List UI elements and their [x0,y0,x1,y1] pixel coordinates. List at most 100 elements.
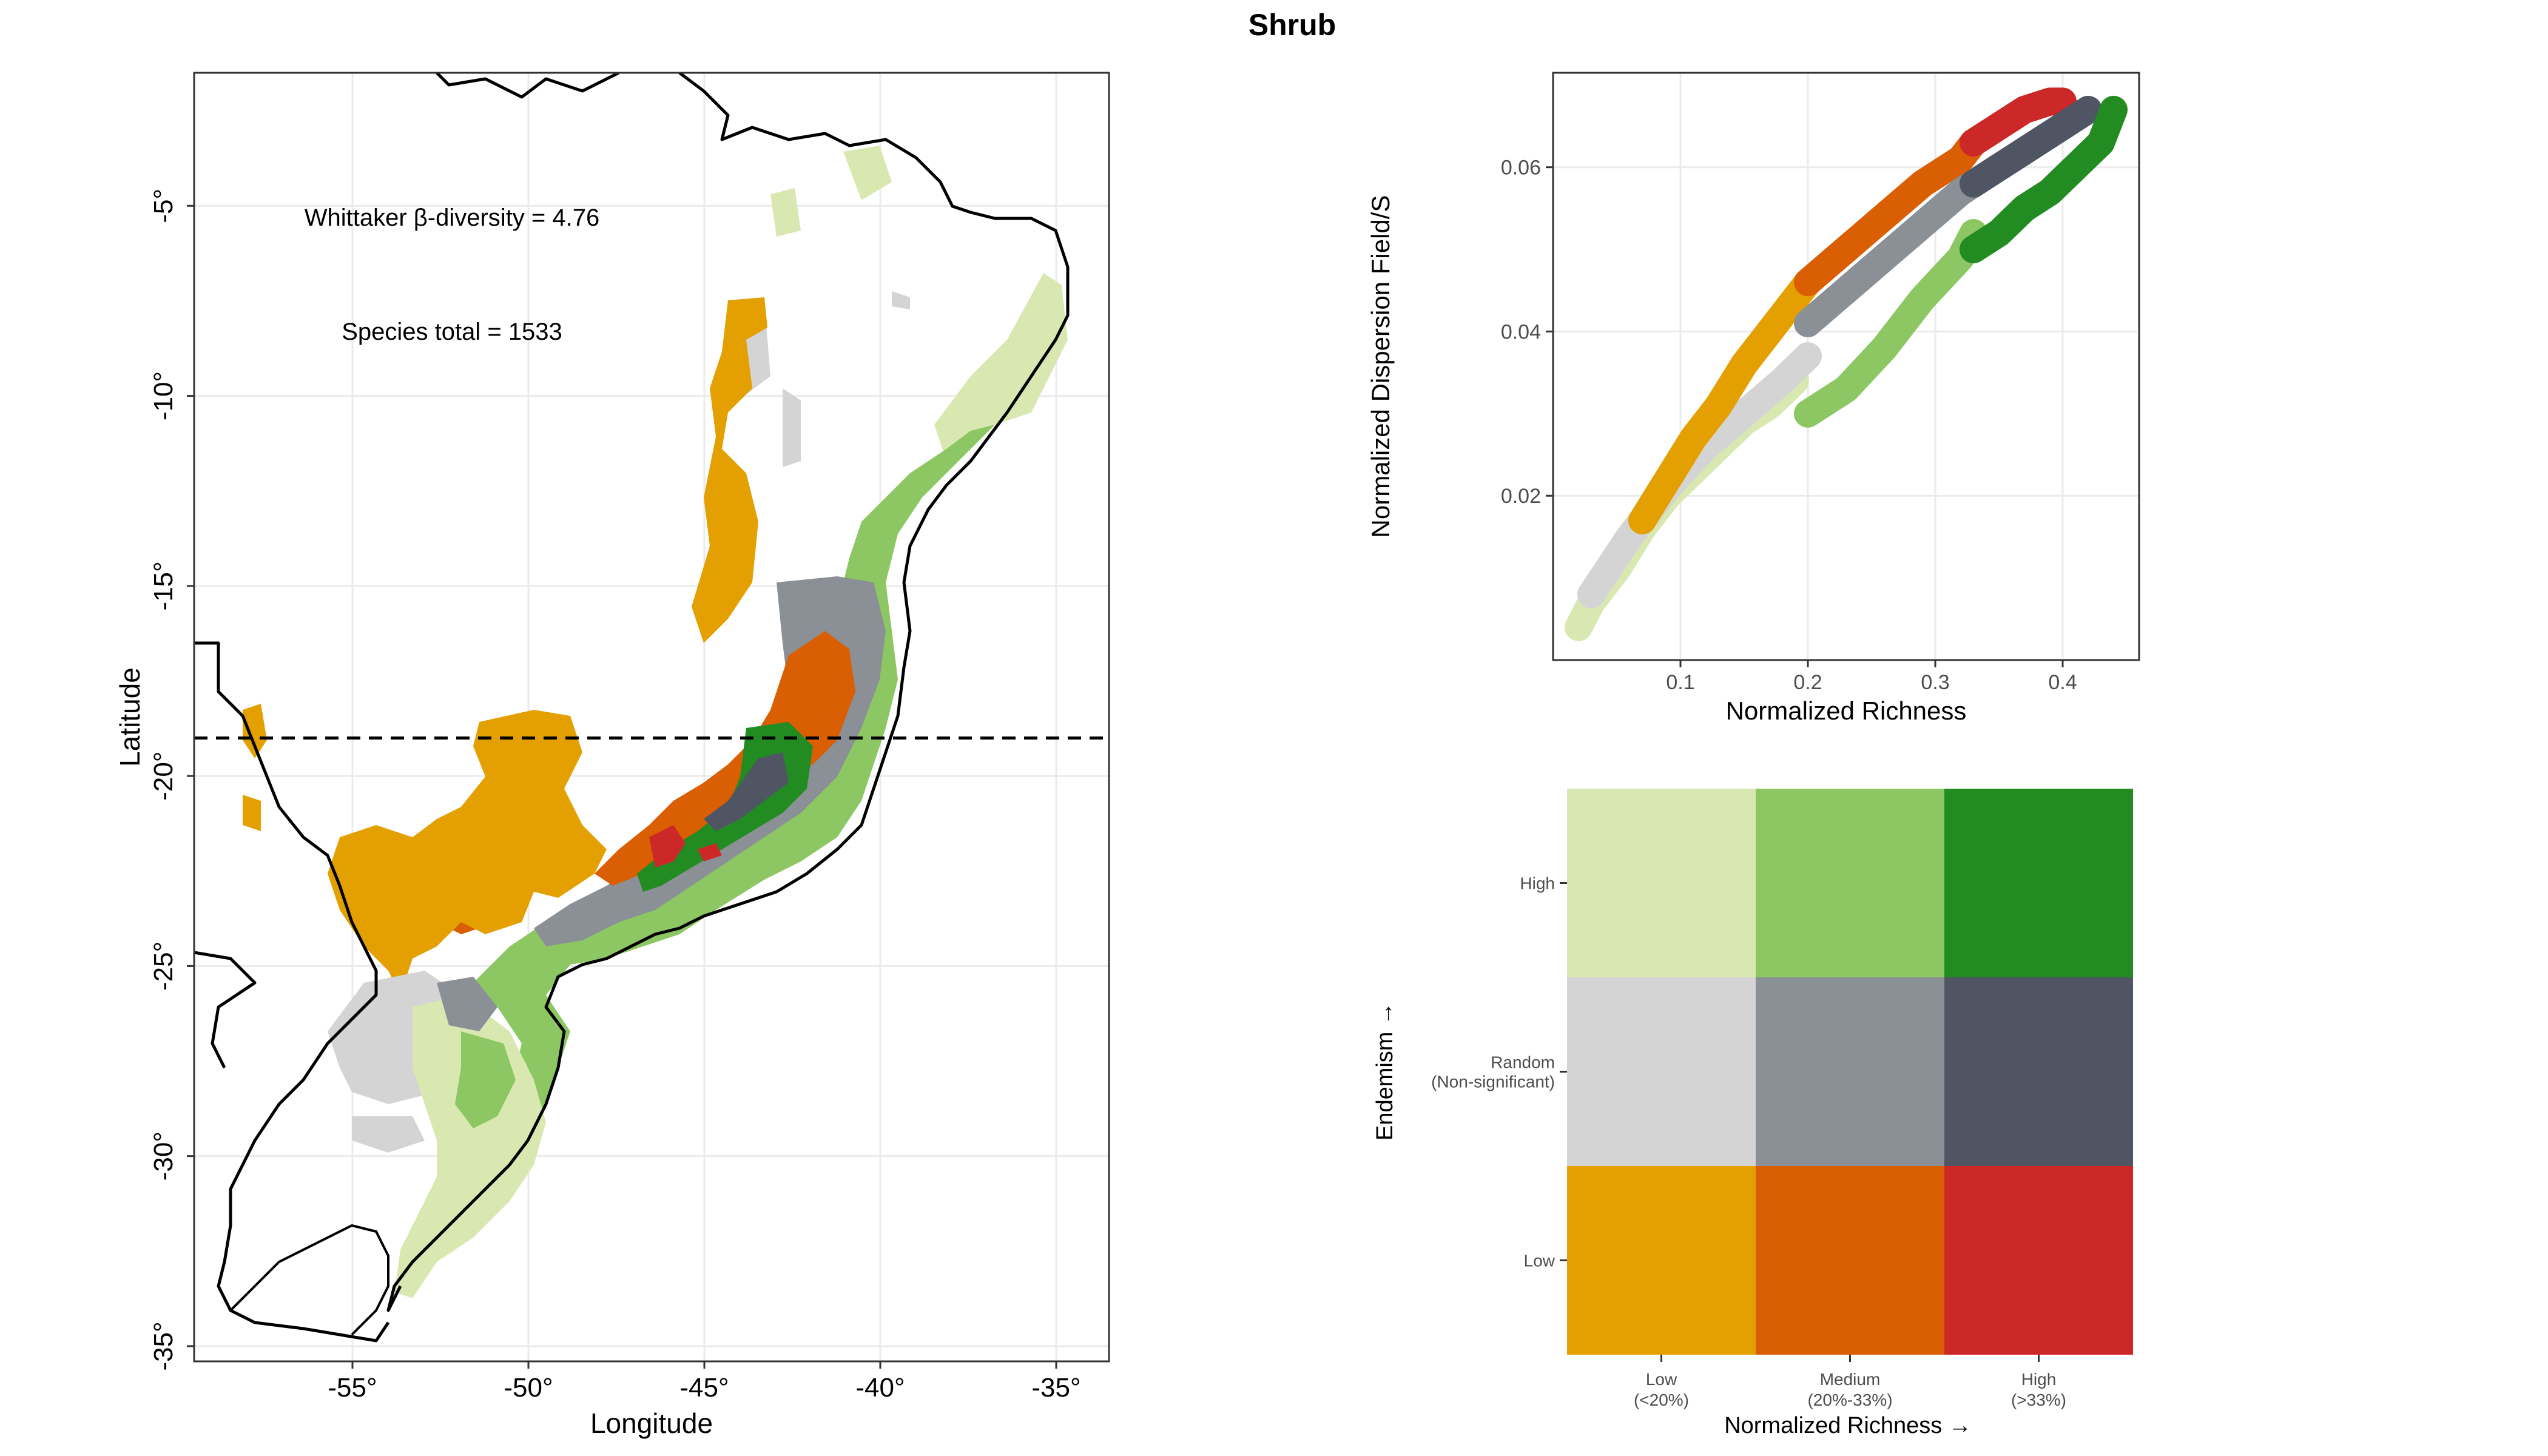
map-x-tick-label: -35° [1031,1373,1080,1403]
scatter-point [1685,430,1702,447]
scatter-point [1876,207,1893,225]
scatter-point [2041,126,2058,143]
map-gridlines [194,73,1109,1361]
map-y-tick-label: -15° [149,561,178,610]
legend-cell [1567,977,1756,1166]
region-ne-lightgreen [770,146,1068,461]
legend-cells [1567,789,2133,1355]
region-central-darkslate [704,752,789,831]
legend-y-tick-label: High [1520,874,1555,893]
scatter-point [2041,183,2058,201]
map-frame [193,72,1110,1363]
scatter-point [1965,241,1982,258]
region-north-orange [692,297,767,643]
lagoon-outline [229,1224,389,1336]
legend-cell [1756,1166,1944,1355]
scatter-y-label: Normalized Dispersion Field/S [1366,195,1395,538]
legend-cell [1567,789,1756,977]
scatter-point [2016,142,2033,160]
scatter-point [1761,323,1778,340]
scatter-point [1838,281,1855,299]
legend-x-tick-label-sub: (>33%) [2011,1390,2066,1409]
region-red-hotspot [649,825,722,868]
scatter-point [1659,471,1676,488]
region-south-green [455,1031,516,1128]
legend-cell [1756,977,1944,1166]
scatter-point [1570,618,1587,636]
region-west-orange [328,710,607,995]
scatter-point [1736,405,1753,422]
scatter-background [1553,73,2139,660]
legend-x-tick-label: Medium [1820,1370,1881,1389]
legend-y-tick-label-sub: (Non-significant) [1431,1073,1555,1091]
scatter-point [2080,101,2097,118]
legend-y-tick-label: Low [1524,1252,1555,1270]
scatter-points [1565,87,2128,641]
scatter-panel: 0.1 0.2 0.3 0.4 0.02 0.04 0.06 Normalized Ric… [1366,72,2140,725]
scatter-point [1990,118,2007,135]
scatter-point [1799,405,1816,422]
legend-x-tick-label: Low [1646,1370,1677,1389]
scatter-y-axis: 0.02 0.04 0.06 [1501,157,1553,508]
scatter-point [2092,134,2109,152]
scatter-point [2016,101,2033,118]
species-total-annotation: Species total = 1533 [342,318,562,345]
beta-diversity-annotation: Whittaker β-diversity = 4.76 [305,204,600,231]
scatter-x-tick-label: 0.2 [1793,671,1822,694]
map-x-label: Longitude [590,1407,713,1439]
map-x-axis: -55° -50° -45° -40° -35° [328,1361,1081,1403]
scatter-point [2041,93,2058,110]
scatter-point [1799,348,1816,365]
scatter-point [1774,372,1791,389]
scatter-x-label: Normalized Richness [1726,696,1967,725]
map-y-tick-label: -5° [149,189,178,223]
scatter-point [1965,134,1982,152]
scatter-point [1787,290,1804,308]
map-y-axis: -5° -10° -15° -20° -25° -30° -35° [149,189,194,1371]
legend-x-tick-label: High [2021,1370,2057,1389]
scatter-point [1914,175,1931,192]
scatter-point [1736,356,1753,373]
map-x-tick-label: -55° [328,1373,377,1403]
figure-title: Shrub [1249,8,1336,42]
scatter-x-tick-label: 0.1 [1666,671,1694,694]
legend-y-axis: High Random(Non-significant) Low [1431,874,1567,1270]
legend-cell [1944,1166,2133,1355]
map-x-tick-label: -50° [504,1373,553,1403]
scatter-point [1876,249,1893,266]
map-y-tick-label: -20° [149,752,178,801]
legend-x-axis: Low(<20%) Medium(20%-33%) High(>33%) [1634,1355,2066,1409]
map-background [194,73,1109,1361]
map-x-tick-label: -45° [679,1373,729,1403]
scatter-point [1952,150,1969,168]
legend-x-tick-label-sub: (20%-33%) [1807,1390,1892,1409]
scatter-point [1965,175,1982,192]
map-y-tick-label: -35° [149,1321,178,1370]
scatter-point [1990,158,2007,176]
scatter-point [1621,528,1638,545]
scatter-point [1710,397,1727,414]
coastline [194,73,1070,1343]
legend-cell [1944,789,2133,977]
scatter-point [1838,380,1855,398]
region-west-orange-edge [243,704,267,831]
scatter-point [1914,216,1931,234]
scatter-point [2067,109,2084,127]
map-regions [194,73,1109,1343]
scatter-x-axis: 0.1 0.2 0.3 0.4 [1666,660,2077,694]
scatter-x-tick-label: 0.4 [2048,671,2077,694]
scatter-point [2016,200,2033,217]
map-x-tick-label: -40° [855,1373,905,1403]
scatter-point [1838,241,1855,258]
scatter-point [1799,274,1816,291]
scatter-point [1799,314,1816,332]
map-y-label: Latitude [114,667,146,767]
scatter-point [1876,339,1893,357]
scatter-y-tick-label: 0.04 [1501,320,1541,343]
map-y-tick-label: -25° [149,942,178,991]
scatter-frame [1552,72,2140,661]
scatter-point [2105,101,2122,118]
legend-x-label: Normalized Richness → [1724,1413,1972,1438]
